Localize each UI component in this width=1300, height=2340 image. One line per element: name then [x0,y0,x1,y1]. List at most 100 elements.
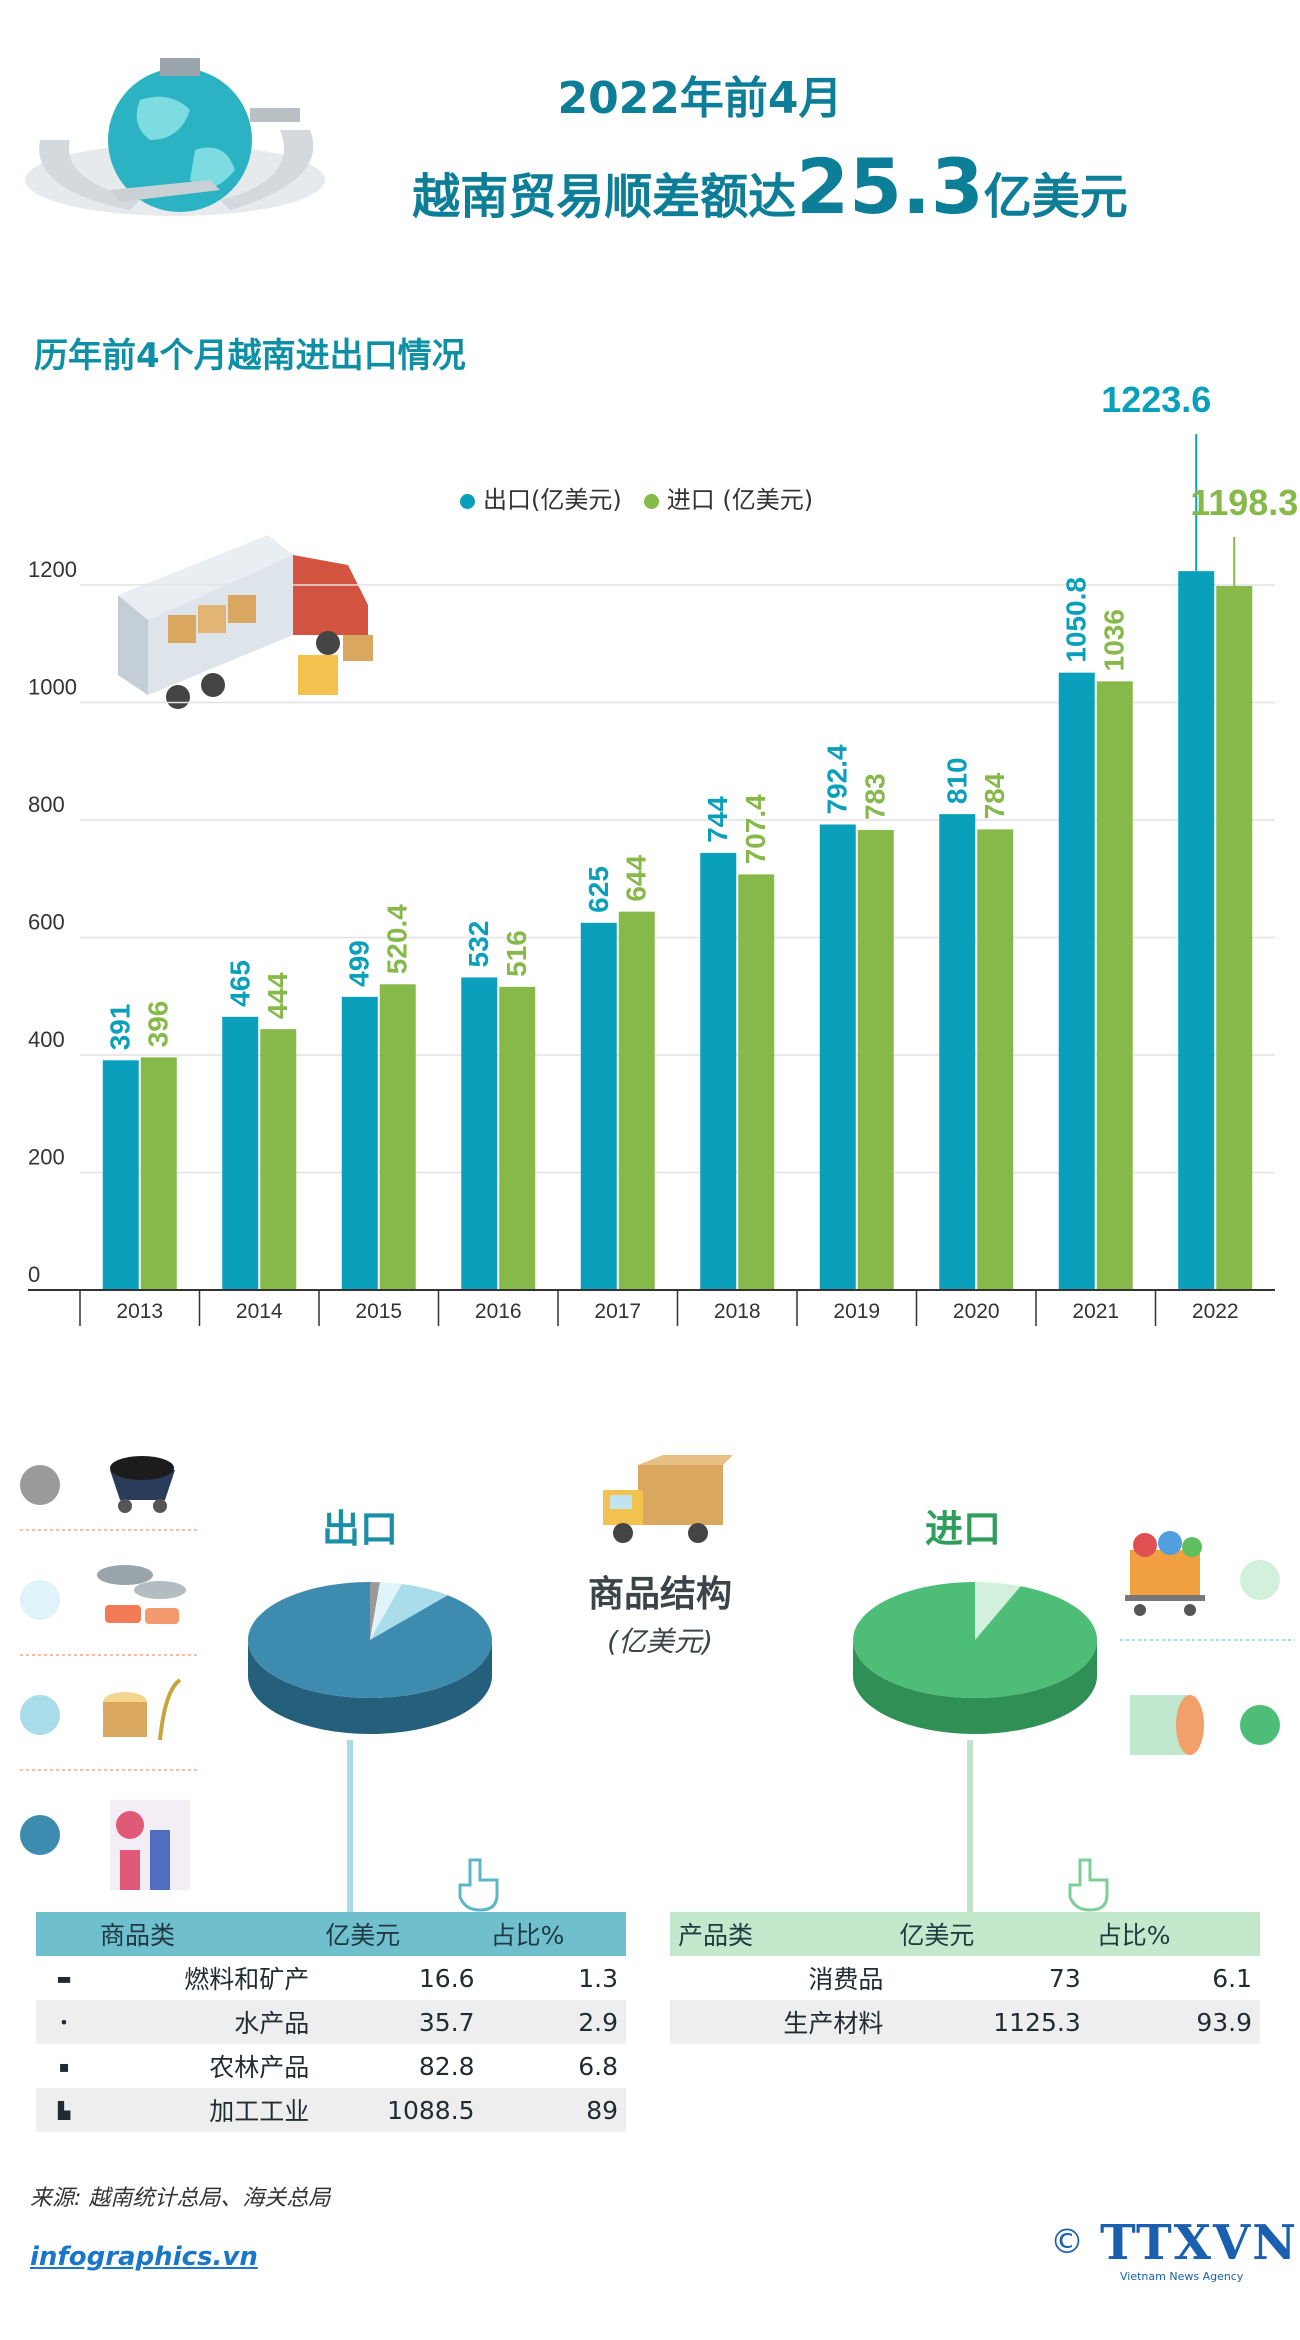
headline-prefix: 越南贸易顺差额达 [412,169,797,225]
pie-slice [975,1582,1021,1640]
y-tick-label: 600 [28,910,65,935]
x-tick-label: 2021 [1072,1300,1119,1323]
chart-grid [80,584,1275,1174]
export-connector [347,1740,353,1915]
data-label: 499 [344,940,375,987]
import-bar [1096,681,1133,1290]
data-label: 810 [941,757,972,804]
header-category: 商品类 [92,1912,318,1956]
ttxvn-logo: TTXVN [1100,2215,1299,2271]
pie-slice [370,1582,402,1640]
x-tick-label: 2019 [833,1300,880,1323]
import-table-header: 产品类 亿美元 占比% [670,1912,1260,1956]
data-label: 520.4 [382,904,413,974]
x-tick-label: 2017 [594,1300,641,1323]
y-tick-label: 200 [28,1145,65,1170]
legend-item-import: 进口 (亿美元) [643,480,814,515]
export-pie [247,1582,492,1734]
pointer-hand-icon [458,1858,499,1912]
pointer-hand-icon [1068,1858,1109,1912]
header-percent: 占比% [482,1912,626,1956]
legend-label-export: 出口(亿美元) [483,486,622,514]
data-label: 391 [105,1004,136,1051]
data-label: 792.4 [822,744,853,814]
legend-dot-production [1240,1705,1280,1745]
site-link[interactable]: infographics.vn [30,2242,258,2272]
wood-icon: ▪ [58,2056,70,2076]
data-label: 532 [463,921,494,968]
data-label: 1036 [1099,609,1130,671]
shopping-cart-icon [1125,1531,1205,1616]
source-note: 来源: 越南统计总局、海关总局 [30,2186,331,2211]
factory-icon [110,1800,190,1890]
import-bar [977,829,1014,1290]
structure-title: 商品结构 [587,1574,732,1615]
export-bar [580,922,617,1290]
delivery-truck-icon [603,1455,733,1543]
x-tick-label: 2015 [355,1300,402,1323]
pie-slice [247,1582,492,1698]
pie-side [248,1640,492,1734]
table-row: 生产材料 1125.3 93.9 [670,2000,1260,2044]
pie-slice [853,1582,1097,1698]
x-tick-label: 2014 [236,1300,283,1323]
import-bar [499,986,536,1290]
import-bar [618,911,655,1290]
legend-dot-fuel [20,1465,60,1505]
import-bar [1216,585,1253,1290]
globe-illustration [25,58,325,216]
export-bar [939,814,976,1290]
chart-bars: 391 396 465 444 499 520.4 532 516 625 644 744 707.4… [102,380,1298,1290]
chart-section-title: 历年前4个月越南进出口情况 [34,336,466,376]
x-axis: 2013 2014 2015 2016 2017 2018 2019 2020 2021 2022 [28,1289,1275,1326]
x-tick-label: 2020 [953,1300,1000,1323]
table-row: ▙ 加工工业 1088.5 89 [36,2088,626,2132]
data-label: 1198.3 [1190,482,1298,523]
wood-rice-icon [103,1678,182,1741]
coal-cart-icon: ▬ [56,1968,72,1988]
x-tick-label: 2013 [116,1300,163,1323]
x-tick-label: 2018 [714,1300,761,1323]
legend-dot-agri [20,1695,60,1735]
export-bar [819,824,856,1290]
legend-dot-aquatic [20,1580,60,1620]
data-label: 444 [262,972,293,1019]
export-category-legend [20,1456,200,1890]
headline-main: 越南贸易顺差额达25.3亿美元 [360,142,1180,231]
pie-slice [370,1582,380,1640]
y-tick-label: 400 [28,1027,65,1052]
legend-item-export: 出口(亿美元) [460,480,622,515]
table-row: • 水产品 35.7 2.9 [36,2000,626,2044]
export-bar [341,996,378,1290]
table-row: 消费品 73 6.1 [808,1963,1252,1995]
data-label: 625 [583,866,614,913]
fish-icon: • [36,2000,92,2044]
truck-illustration [118,535,373,709]
data-label: 1223.6 [1101,380,1211,420]
y-tick-label: 1000 [28,675,77,700]
logo-subtitle: Vietnam News Agency [1120,2270,1244,2283]
headline-value: 25.3 [796,142,984,231]
import-bar [260,1029,297,1290]
data-label: 516 [501,930,532,977]
factory-icon: ▙ [36,2088,92,2132]
y-tick-label: 800 [28,792,65,817]
import-pie [853,1582,1097,1734]
legend-dot-processing [20,1815,60,1855]
export-bar [461,977,498,1290]
header-percent: 占比% [1088,1912,1260,1956]
import-category-legend [1120,1531,1295,1755]
import-connector [967,1740,973,1915]
x-tick-label: 2016 [475,1300,522,1323]
chart-legend: 出口(亿美元) 进口 (亿美元) [460,480,813,515]
headline-period: 2022年前4月 [557,73,843,124]
export-table-header: 商品类 亿美元 占比% [36,1912,626,1956]
legend-label-import: 进口 (亿美元) [666,486,814,514]
legend-dot-consumer [1240,1560,1280,1600]
data-label: 784 [979,772,1010,819]
data-label: 783 [860,773,891,820]
bar-chart: 0 200 400 600 800 1000 1200 391 396 465 444 499 520… [28,380,1298,1326]
header-value: 亿美元 [891,1912,1089,1956]
export-bar [700,852,737,1290]
data-label: 465 [224,960,255,1007]
